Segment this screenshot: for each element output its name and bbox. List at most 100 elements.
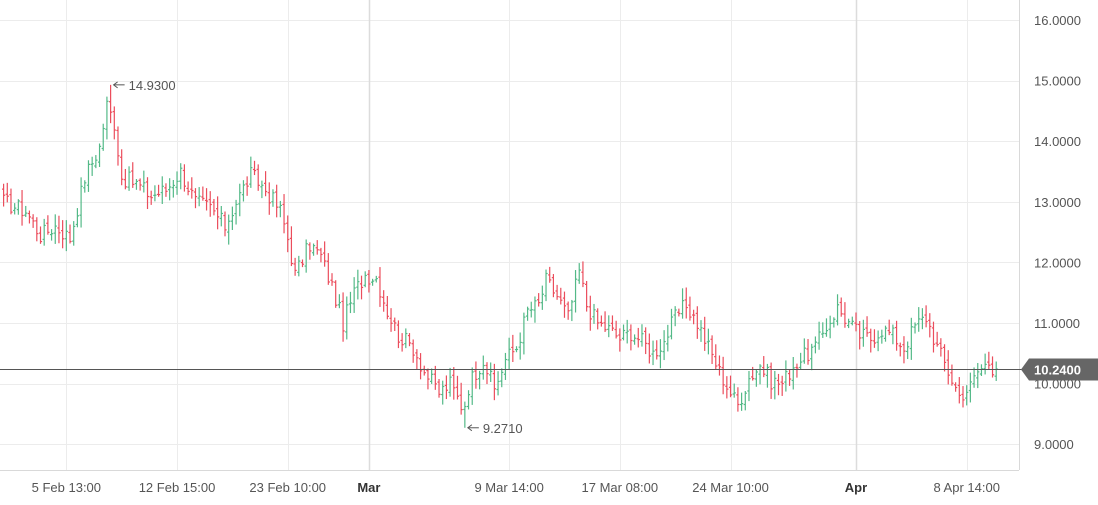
ohlc-bar-up [920, 308, 925, 330]
ohlc-bar-up [304, 239, 308, 273]
ohlc-bar-up [249, 156, 253, 188]
ohlc-bar-up [994, 361, 998, 381]
ohlc-bar-down [599, 315, 603, 327]
ohlc-bar-up [758, 364, 762, 385]
ohlc-bar-up [847, 318, 851, 329]
current-price: 10.2400 [0, 358, 1098, 381]
ohlc-bar-down [422, 365, 426, 376]
ohlc-bar-up [374, 275, 378, 283]
ohlc-bar-up [348, 291, 353, 314]
ohlc-bar-down [751, 366, 755, 381]
ohlc-bar-up [658, 339, 663, 369]
ohlc-bar-down [112, 106, 116, 140]
ohlc-bar-down [710, 335, 714, 364]
ohlc-bar-down [459, 382, 463, 415]
ohlc-bar-up [101, 123, 105, 151]
low-price-marker: 9.2710 [467, 421, 523, 436]
ohlc-bar-down [120, 149, 124, 186]
ohlc-bar-down [935, 331, 939, 347]
ohlc-bar-up [891, 324, 895, 345]
ohlc-bar-down [787, 369, 792, 386]
x-tick-label: Mar [357, 480, 380, 495]
ohlc-bar-up [134, 178, 139, 190]
ohlc-bar-down [551, 274, 556, 298]
ohlc-bar-up [632, 334, 637, 345]
ohlc-bar-down [924, 305, 928, 328]
ohlc-bar-up [799, 352, 803, 370]
ohlc-bar-up [481, 355, 485, 380]
ohlc-bar-down [389, 308, 393, 332]
ohlc-bar-up [518, 332, 522, 360]
y-tick-label: 14.0000 [1034, 134, 1081, 149]
ohlc-bar-down [854, 312, 858, 332]
ohlc-bar-down [315, 240, 319, 255]
ohlc-bar-down [27, 210, 32, 224]
ohlc-bar-down [400, 333, 404, 352]
ohlc-bar-down [961, 386, 965, 408]
ohlc-bar-down [596, 308, 600, 330]
ohlc-bar-up [544, 269, 548, 302]
ohlc-bar-up [171, 179, 175, 198]
ohlc-bar-down [946, 350, 950, 385]
y-tick-label: 9.0000 [1034, 437, 1074, 452]
grid-lines [0, 0, 1019, 470]
ohlc-bar-down [990, 356, 995, 378]
ohlc-bar-down [190, 177, 194, 199]
ohlc-bar-up [238, 183, 242, 217]
ohlc-bar-down [282, 194, 286, 234]
ohlc-bar-up [876, 330, 880, 352]
x-tick-label: 5 Feb 13:00 [32, 480, 101, 495]
ohlc-bar-up [153, 185, 157, 202]
ohlc-bar-down [655, 340, 659, 360]
low-price-label: 9.2710 [483, 421, 523, 436]
ohlc-bar-down [537, 293, 541, 307]
x-tick-label: 9 Mar 14:00 [474, 480, 543, 495]
ohlc-bar-down [263, 171, 268, 197]
ohlc-bar-up [64, 220, 68, 252]
ohlc-bar-down [267, 182, 271, 215]
x-tick-label: 24 Mar 10:00 [692, 480, 769, 495]
ohlc-bar-down [950, 364, 954, 386]
ohlc-bar-down [610, 315, 615, 331]
ohlc-bar-up [24, 205, 28, 218]
ohlc-bar-down [455, 375, 460, 400]
x-tick-label: 17 Mar 08:00 [582, 480, 659, 495]
current-price-badge [1021, 358, 1098, 381]
ohlc-bar-up [345, 296, 349, 340]
ohlc-bar-down [208, 191, 212, 217]
ohlc-bar-up [529, 301, 533, 318]
ohlc-bar-down [692, 309, 696, 325]
ohlc-bar-up [500, 368, 504, 388]
ohlc-bar-up [352, 277, 356, 313]
ohlc-bar-up [503, 352, 508, 380]
ohlc-bar-down [138, 178, 142, 191]
ohlc-bar-up [673, 306, 677, 327]
ohlc-bar-down [887, 319, 891, 336]
ohlc-bar-down [201, 186, 205, 201]
ohlc-bar-down [555, 284, 559, 300]
ohlc-bar-down [677, 308, 681, 317]
ohlc-bar-up [913, 322, 917, 334]
y-tick-label: 12.0000 [1034, 255, 1081, 270]
ohlc-bar-up [97, 143, 102, 167]
ohlc-bar-down [116, 126, 120, 166]
ohlc-bar-up [592, 303, 596, 324]
ohlc-bar-up [404, 328, 408, 349]
ohlc-bar-up [466, 390, 471, 410]
ohlc-bar-down [769, 362, 773, 399]
ohlc-bar-up [680, 288, 685, 319]
ohlc-bar-up [179, 163, 183, 190]
ohlc-bar-down [872, 329, 877, 348]
ohlc-bar-down [245, 176, 249, 196]
ohlc-bar-down [385, 296, 389, 320]
ohlc-bar-down [20, 190, 24, 226]
ohlc-bar-down [437, 378, 441, 398]
ohlc-bar-up [160, 176, 164, 205]
ohlc-bar-down [156, 184, 161, 197]
ohlc-bar-up [968, 372, 972, 403]
ohlc-bar-down [186, 181, 190, 196]
extreme-markers: 14.9300 9.2710 [112, 78, 523, 436]
ohlc-bar-up [230, 206, 234, 230]
